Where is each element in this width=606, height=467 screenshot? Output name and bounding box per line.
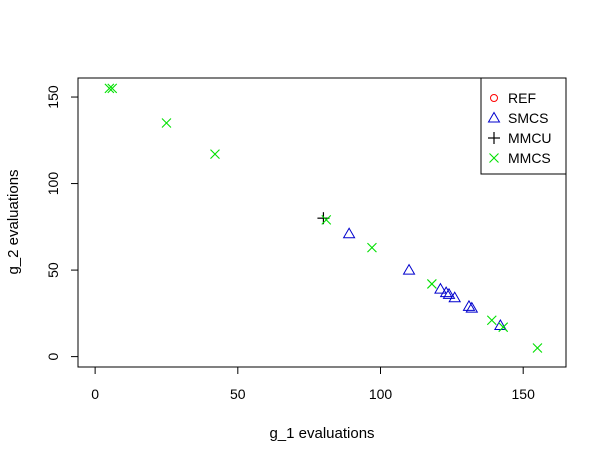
smcs-point bbox=[465, 301, 479, 313]
mmcs-point bbox=[498, 322, 509, 333]
legend-label-mmcu: MMCU bbox=[508, 130, 552, 146]
x-tick-label: 100 bbox=[369, 386, 393, 402]
mmcs-point bbox=[532, 343, 543, 353]
legend-marker-smcs bbox=[487, 111, 501, 123]
smcs-point bbox=[434, 282, 447, 294]
y-tick-label: 100 bbox=[45, 172, 61, 196]
x-tick-label: 0 bbox=[91, 386, 99, 402]
y-tick-label: 50 bbox=[45, 262, 61, 278]
legend-marker-mmcu bbox=[488, 132, 500, 144]
mmcs-point bbox=[367, 242, 377, 253]
legend-label-ref: REF bbox=[508, 90, 536, 106]
mmcs-point bbox=[486, 315, 497, 326]
legend-marker-mmcs bbox=[489, 153, 499, 163]
mmcs-point bbox=[104, 83, 115, 94]
smcs-point bbox=[462, 299, 476, 311]
legend: REF SMCS MMCU MMCS bbox=[480, 77, 567, 175]
y-tick-label: 150 bbox=[45, 85, 61, 109]
mmcs-point bbox=[161, 118, 172, 128]
smcs-point bbox=[448, 291, 462, 303]
x-tick-label: 50 bbox=[230, 386, 246, 402]
mmcs-point bbox=[321, 215, 332, 225]
legend-box bbox=[480, 77, 567, 175]
data-points bbox=[104, 83, 543, 353]
legend-label-mmcs: MMCS bbox=[508, 150, 551, 166]
smcs-point bbox=[342, 227, 356, 239]
smcs-point bbox=[439, 286, 453, 298]
y-axis-label: g_2 evaluations bbox=[5, 169, 22, 274]
y-axis: 0 50 100 150 bbox=[45, 85, 79, 361]
mmcs-point bbox=[210, 149, 220, 160]
y-tick-label: 0 bbox=[45, 353, 61, 361]
x-axis: 0 50 100 150 bbox=[91, 366, 536, 402]
x-axis-label: g_1 evaluations bbox=[269, 425, 374, 442]
mmcs-point bbox=[107, 83, 118, 94]
mmcs-point bbox=[426, 279, 437, 289]
legend-marker-ref bbox=[490, 94, 498, 102]
x-tick-label: 150 bbox=[512, 386, 536, 402]
smcs-point bbox=[402, 263, 416, 275]
legend-label-smcs: SMCS bbox=[508, 110, 548, 126]
smcs-point bbox=[442, 287, 456, 299]
